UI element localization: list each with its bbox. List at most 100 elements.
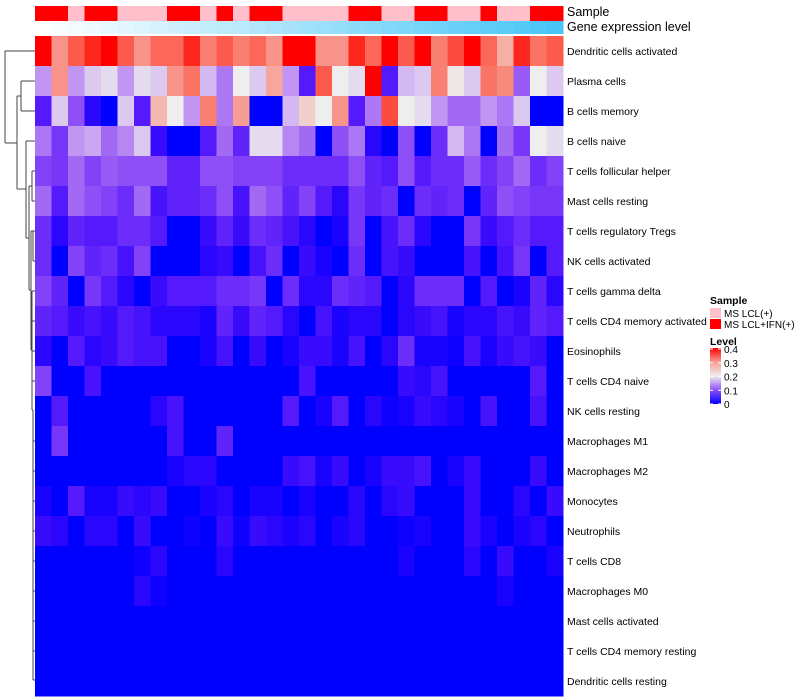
heatmap-cell bbox=[134, 576, 151, 607]
heatmap-cell bbox=[167, 66, 184, 97]
heatmap-cell bbox=[480, 666, 498, 697]
heatmap-cell bbox=[216, 66, 234, 97]
heatmap-cell bbox=[117, 516, 135, 547]
heatmap-cell bbox=[68, 606, 85, 637]
heatmap-cell bbox=[513, 606, 531, 637]
heatmap-cell bbox=[414, 456, 432, 487]
heatmap-cell bbox=[84, 636, 102, 667]
heatmap-cell bbox=[249, 366, 267, 397]
heatmap-cell bbox=[249, 516, 267, 547]
heatmap-cell bbox=[315, 336, 333, 367]
heatmap-cell bbox=[84, 216, 102, 247]
sample-annotation-cell bbox=[299, 6, 316, 21]
heatmap-cell bbox=[84, 546, 102, 577]
heatmap-cell bbox=[299, 96, 316, 127]
heatmap-cell bbox=[68, 246, 85, 277]
heatmap-cell bbox=[216, 186, 234, 217]
heatmap-cell bbox=[84, 186, 102, 217]
heatmap-cell bbox=[497, 426, 514, 457]
heatmap-cell bbox=[414, 546, 432, 577]
heatmap-cell bbox=[332, 336, 349, 367]
sample-annotation-cell bbox=[266, 6, 283, 21]
heatmap-cell bbox=[167, 576, 184, 607]
heatmap-cell bbox=[266, 456, 283, 487]
heatmap-cell bbox=[84, 126, 102, 157]
heatmap-cell bbox=[266, 186, 283, 217]
heatmap-cell bbox=[464, 36, 481, 67]
heatmap-cell bbox=[332, 36, 349, 67]
heatmap-cell bbox=[101, 126, 118, 157]
heatmap-cell bbox=[381, 576, 399, 607]
gene-annotation-cell bbox=[299, 21, 316, 34]
heatmap-cell bbox=[84, 456, 102, 487]
heatmap-cell bbox=[546, 36, 564, 67]
heatmap-cell bbox=[167, 276, 184, 307]
heatmap-cell bbox=[414, 396, 432, 427]
heatmap-cell bbox=[216, 636, 234, 667]
heatmap-cell bbox=[431, 546, 448, 577]
heatmap-cell bbox=[414, 606, 432, 637]
heatmap-cell bbox=[249, 456, 267, 487]
heatmap-cell bbox=[150, 186, 168, 217]
heatmap-cell bbox=[35, 486, 52, 517]
heatmap-cell bbox=[51, 366, 69, 397]
heatmap-cell bbox=[266, 126, 283, 157]
gene-annotation-cell bbox=[332, 21, 349, 34]
heatmap-cell bbox=[167, 516, 184, 547]
heatmap-cell bbox=[266, 336, 283, 367]
heatmap-cell bbox=[51, 276, 69, 307]
heatmap-cell bbox=[431, 216, 448, 247]
heatmap-cell bbox=[530, 306, 547, 337]
heatmap-cell bbox=[150, 246, 168, 277]
heatmap-cell bbox=[167, 396, 184, 427]
heatmap-cell bbox=[348, 96, 366, 127]
heatmap-cell bbox=[348, 426, 366, 457]
legend-swatch-ms-lcl bbox=[710, 308, 721, 318]
heatmap-cell bbox=[315, 96, 333, 127]
heatmap-cell bbox=[414, 336, 432, 367]
heatmap-cell bbox=[282, 36, 300, 67]
heatmap-cell bbox=[480, 456, 498, 487]
heatmap-cell bbox=[183, 636, 201, 667]
heatmap-cell bbox=[84, 606, 102, 637]
heatmap-cell bbox=[35, 186, 52, 217]
heatmap-cell bbox=[183, 396, 201, 427]
heatmap-cell bbox=[117, 156, 135, 187]
heatmap-cell bbox=[249, 306, 267, 337]
heatmap-cell bbox=[530, 66, 547, 97]
heatmap-cell bbox=[167, 666, 184, 697]
heatmap-cell bbox=[183, 66, 201, 97]
heatmap-cell bbox=[447, 276, 465, 307]
heatmap-cell bbox=[332, 186, 349, 217]
heatmap-cell bbox=[216, 96, 234, 127]
gene-annotation-cell bbox=[266, 21, 283, 34]
heatmap-cell bbox=[398, 456, 415, 487]
heatmap-cell bbox=[431, 306, 448, 337]
heatmap-cell bbox=[84, 336, 102, 367]
heatmap-cell bbox=[365, 546, 382, 577]
sample-annotation-cell bbox=[530, 6, 547, 21]
heatmap-cell bbox=[398, 516, 415, 547]
heatmap-cell bbox=[546, 486, 564, 517]
heatmap-cell bbox=[332, 486, 349, 517]
row-label: T cells gamma delta bbox=[567, 286, 661, 298]
heatmap-cell bbox=[315, 666, 333, 697]
heatmap-cell bbox=[249, 276, 267, 307]
heatmap-cell bbox=[365, 156, 382, 187]
row-dendrogram bbox=[4, 50, 35, 681]
heatmap-cell bbox=[233, 36, 250, 67]
heatmap-cell bbox=[348, 366, 366, 397]
heatmap-cell bbox=[480, 636, 498, 667]
gene-annotation-cell bbox=[249, 21, 267, 34]
heatmap-cell bbox=[282, 126, 300, 157]
gene-annotation-cell bbox=[117, 21, 135, 34]
heatmap-cell bbox=[530, 96, 547, 127]
row-label: Dendritic cells resting bbox=[567, 676, 667, 688]
legend: Sample MS LCL(+) MS LCL+IFN(+) Level 0.4… bbox=[710, 295, 795, 411]
heatmap-cell bbox=[266, 366, 283, 397]
heatmap-cell bbox=[480, 126, 498, 157]
heatmap-cell bbox=[101, 636, 118, 667]
gene-annotation-cell bbox=[282, 21, 300, 34]
heatmap-cell bbox=[282, 306, 300, 337]
heatmap-cell bbox=[101, 606, 118, 637]
